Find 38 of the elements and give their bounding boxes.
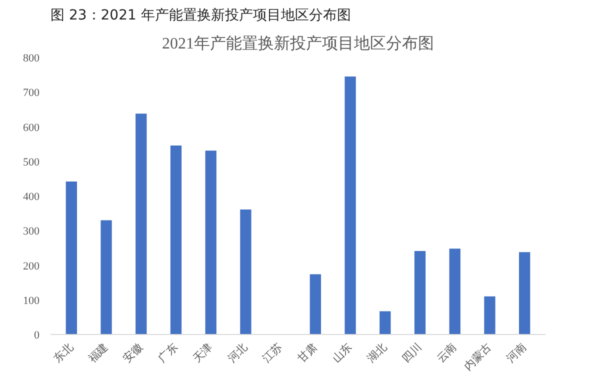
x-tick-label: 山东: [330, 340, 355, 366]
y-tick-label: 400: [23, 191, 40, 203]
y-tick-label: 0: [34, 330, 40, 342]
bar: [136, 114, 147, 334]
bar: [344, 76, 356, 334]
bar: [100, 220, 112, 334]
bar: [310, 274, 322, 334]
x-tick-label: 云南: [434, 340, 460, 366]
y-tick-label: 800: [23, 52, 40, 64]
bar: [240, 210, 252, 334]
bar: [519, 252, 530, 334]
y-tick-label: 200: [23, 260, 40, 272]
x-tick-label: 江苏: [260, 340, 285, 366]
y-tick-label: 700: [23, 87, 40, 100]
x-tick-label: 河北: [225, 340, 250, 366]
x-tick-label: 四川: [400, 340, 424, 366]
x-tick-label: 天津: [190, 340, 216, 366]
y-tick-label: 600: [23, 122, 40, 134]
y-tick-label: 100: [23, 294, 40, 307]
y-tick-label: 300: [23, 226, 40, 238]
x-tick-label: 福建: [86, 340, 111, 366]
bar: [414, 251, 426, 334]
bar: [484, 296, 496, 334]
x-tick-label: 河南: [504, 340, 529, 366]
x-tick-label: 内蒙古: [461, 340, 494, 374]
x-tick-label: 广东: [155, 340, 180, 366]
bar: [205, 150, 216, 334]
bar: [66, 181, 77, 334]
x-tick-label: 安徽: [120, 340, 146, 366]
x-tick-label: 湖北: [364, 340, 390, 366]
chart-subtitle: 2021年产能置换新投产项目地区分布图: [162, 34, 434, 52]
x-tick-label: 甘肃: [294, 340, 320, 366]
x-tick-label: 东北: [50, 340, 76, 366]
bar: [170, 145, 182, 334]
bar: [449, 248, 460, 334]
bar: [380, 311, 391, 334]
chart-title: 图 23：2021 年产能置换新投产项目地区分布图: [50, 8, 351, 24]
y-tick-label: 500: [23, 156, 40, 168]
